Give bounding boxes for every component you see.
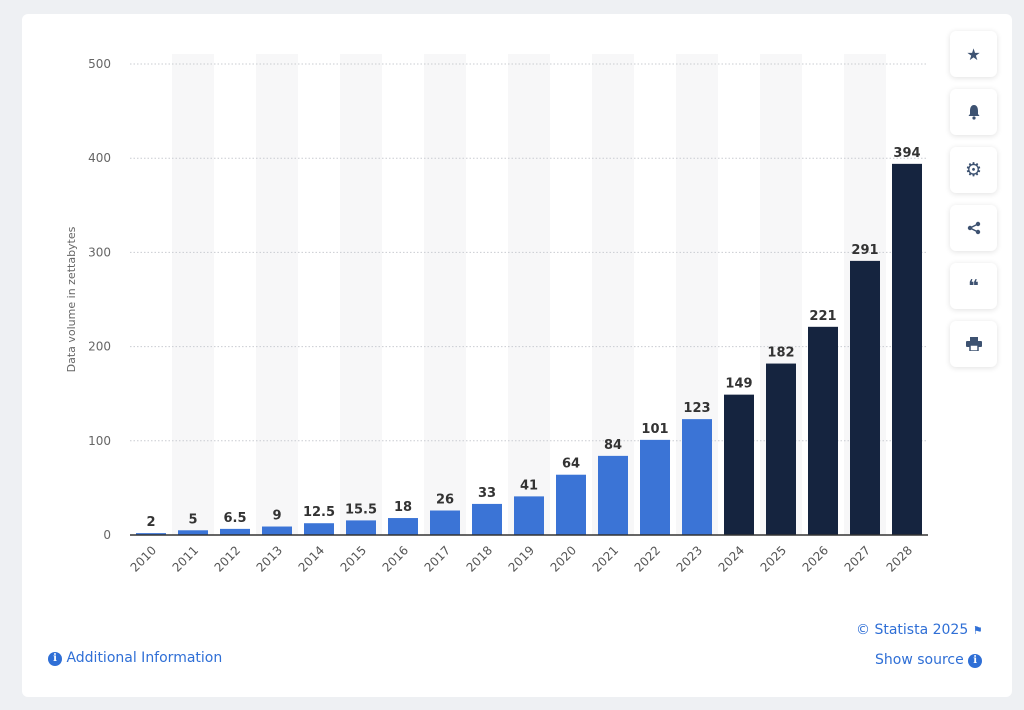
data-label: 149 (725, 377, 752, 392)
info-icon: i (968, 654, 983, 668)
bar-2026 (808, 326, 838, 535)
y-tick-label: 200 (88, 340, 111, 354)
y-tick-label: 500 (88, 57, 111, 71)
data-label: 15.5 (345, 502, 377, 517)
quote-icon: ❝ (968, 275, 979, 297)
x-tick-label: 2010 (128, 543, 159, 574)
data-label: 291 (851, 243, 878, 258)
print-button[interactable] (950, 321, 997, 367)
x-tick-label: 2012 (212, 543, 243, 574)
show-source-link[interactable]: Show source i (875, 652, 983, 668)
bar-2019 (514, 496, 544, 535)
bar-2017 (430, 510, 460, 535)
bar-2015 (346, 520, 376, 535)
data-label: 182 (767, 346, 794, 361)
bar-2022 (640, 439, 670, 535)
bar-2014 (304, 523, 334, 535)
data-label: 221 (809, 309, 836, 324)
column-band (424, 54, 466, 535)
x-tick-label: 2016 (380, 543, 411, 574)
print-icon (965, 337, 982, 351)
column-band (592, 54, 634, 535)
y-tick-label: 0 (103, 528, 111, 542)
data-label: 18 (394, 500, 412, 515)
data-label: 101 (641, 422, 668, 437)
notification-button[interactable] (950, 89, 997, 135)
bar-2024 (724, 394, 754, 535)
data-label: 26 (436, 493, 454, 508)
cite-button[interactable]: ❝ (950, 263, 997, 309)
show-source-text: Show source (875, 652, 964, 668)
favorite-button[interactable]: ★ (950, 31, 997, 77)
x-tick-label: 2022 (632, 543, 663, 574)
x-tick-label: 2015 (338, 543, 369, 574)
x-tick-label: 2021 (590, 543, 621, 574)
flag-icon: ⚑ (972, 624, 983, 637)
data-label: 84 (604, 438, 622, 453)
bar-2021 (598, 455, 628, 535)
bar-2016 (388, 518, 418, 535)
additional-info-text: Additional Information (66, 650, 223, 666)
bar-2023 (682, 419, 712, 535)
data-label: 33 (478, 486, 496, 501)
x-tick-label: 2013 (254, 543, 285, 574)
y-tick-label: 300 (88, 245, 111, 259)
bar-2010 (136, 533, 166, 535)
x-tick-label: 2014 (296, 543, 327, 574)
x-tick-label: 2019 (506, 543, 537, 574)
x-tick-label: 2011 (170, 543, 201, 574)
column-band (256, 54, 298, 535)
share-button[interactable] (950, 205, 997, 251)
x-tick-label: 2026 (800, 543, 831, 574)
x-tick-label: 2027 (842, 543, 873, 574)
x-tick-label: 2023 (674, 543, 705, 574)
data-label: 2 (146, 515, 155, 530)
bar-2013 (262, 526, 292, 535)
data-label: 41 (520, 478, 538, 493)
statista-copyright-link[interactable]: © Statista 2025 ⚑ (856, 622, 983, 638)
info-icon: i (48, 652, 62, 666)
x-tick-label: 2025 (758, 543, 789, 574)
bar-2018 (472, 503, 502, 535)
x-tick-label: 2020 (548, 543, 579, 574)
x-tick-label: 2018 (464, 543, 495, 574)
bar-2012 (220, 528, 250, 535)
data-label: 12.5 (303, 505, 335, 520)
data-label: 123 (683, 401, 710, 416)
share-icon (967, 221, 980, 235)
column-band (172, 54, 214, 535)
bar-2011 (178, 530, 208, 535)
x-tick-label: 2028 (884, 543, 915, 574)
data-label: 394 (893, 146, 920, 161)
column-band (340, 54, 382, 535)
bar-2027 (850, 260, 880, 535)
x-tick-label: 2017 (422, 543, 453, 574)
star-icon: ★ (966, 44, 981, 64)
copyright-text: © Statista 2025 (856, 622, 969, 638)
x-tick-label: 2024 (716, 543, 747, 574)
bar-2025 (766, 363, 796, 535)
bar-2020 (556, 474, 586, 535)
data-label: 6.5 (223, 511, 246, 526)
data-label: 5 (188, 512, 197, 527)
y-tick-label: 100 (88, 434, 111, 448)
column-band (508, 54, 550, 535)
bar-2028 (892, 163, 922, 536)
settings-button[interactable]: ⚙ (950, 147, 997, 193)
data-label: 64 (562, 457, 580, 472)
additional-information-link[interactable]: i Additional Information (48, 650, 222, 666)
data-label: 9 (272, 509, 281, 524)
gear-icon: ⚙ (964, 159, 983, 181)
y-axis-label: Data volume in zettabytes (65, 226, 78, 372)
y-tick-label: 400 (88, 151, 111, 165)
bell-icon (968, 105, 979, 120)
